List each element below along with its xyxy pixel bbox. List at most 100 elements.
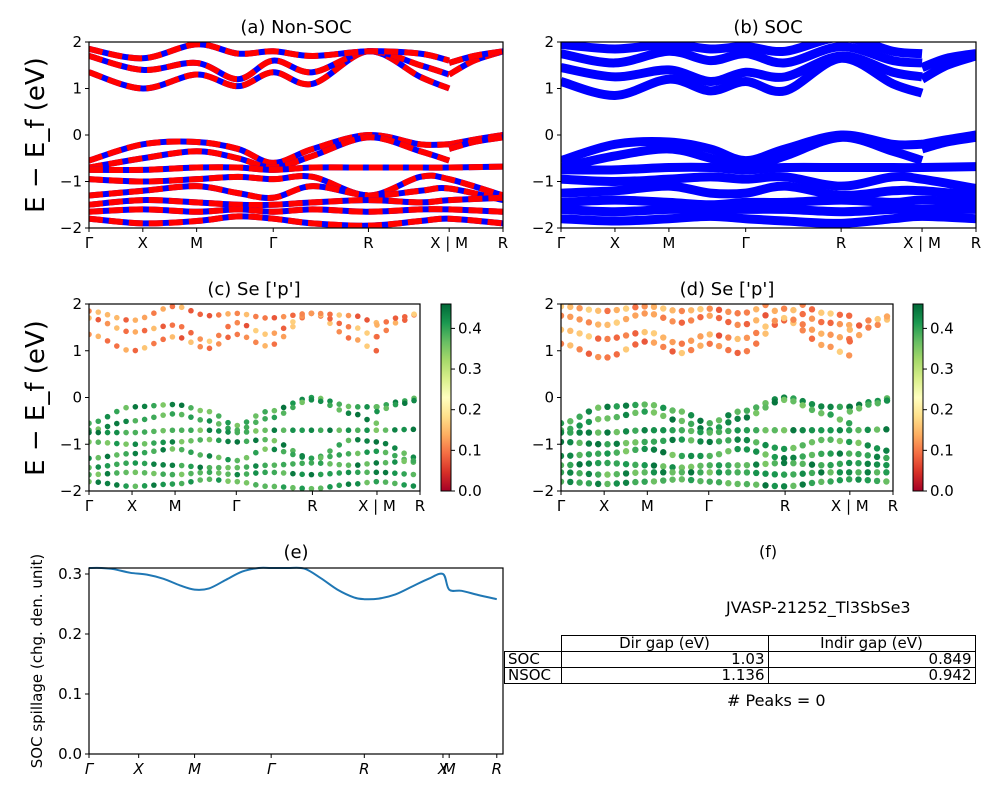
projection-point [95,471,102,478]
projection-point [178,411,185,418]
projection-point [594,404,602,411]
projection-point [576,479,583,486]
panel-d-xtick-label: M [641,497,654,515]
projection-point [576,330,583,337]
panel-b-xtick-label: X | M [903,234,941,252]
projection-point [715,462,723,469]
panel-b-xtick-label: X [610,234,620,252]
projection-point [345,410,352,417]
gap-table-header-indir: Indir gap (eV) [767,635,976,652]
projection-point [160,427,166,434]
projection-point [632,401,639,409]
projection-point [762,312,769,319]
projection-point [262,315,268,321]
projection-point [864,426,871,434]
projection-point [687,427,695,435]
projection-point [178,323,185,330]
projection-point [864,469,871,476]
projection-point [234,478,241,485]
panel-e-frame [88,567,504,755]
projection-point [308,471,315,478]
projection-point [678,452,686,460]
panel-d-colorbar-gradient [912,303,924,492]
projection-point [141,314,148,321]
projection-point [845,438,853,446]
projection-point [373,460,380,466]
projection-point [160,402,166,408]
projection-point [410,426,417,433]
panel-e-xtick-label: R [492,760,502,778]
projection-point [613,460,620,467]
projection-point [762,441,769,449]
projection-point [141,460,148,467]
projection-point [650,427,658,434]
projection-point [706,305,713,312]
projection-point [327,315,333,322]
projection-point [243,424,250,431]
projection-point [114,420,120,427]
projection-point [89,455,92,462]
projection-point [781,296,787,302]
projection-point [114,429,120,436]
projection-point [151,482,157,488]
projection-point [864,476,871,484]
projection-point [669,407,676,414]
projection-point [771,471,779,478]
projection-point [873,461,881,468]
projection-point [141,469,148,476]
projection-point [790,427,797,434]
projection-point [669,451,676,459]
projection-point [95,464,102,470]
projection-point [799,321,806,328]
projection-point [697,469,704,476]
projection-point [271,446,278,453]
projection-point [687,420,695,428]
projection-point [846,326,854,333]
projection-point [151,440,157,446]
projection-point [392,401,399,408]
projection-point [827,411,834,418]
projection-point [827,450,834,457]
projection-point [604,335,611,343]
projection-point [576,316,583,323]
projection-point [253,419,259,426]
panel-c-xtick-label: R [415,497,425,515]
projection-point [123,429,129,436]
projection-point [374,408,380,415]
projection-point [762,404,769,411]
projection-point [725,318,732,326]
projection-point [650,462,658,469]
projection-point [827,478,834,485]
projection-point [160,336,166,343]
projection-point [253,313,259,320]
projection-point [743,480,751,488]
projection-point [104,462,111,469]
projection-point [392,459,398,465]
projection-point [855,450,862,458]
projection-point [243,464,250,470]
projection-point [780,455,788,462]
projection-point [280,461,287,468]
projection-point [641,445,648,453]
projection-point [364,438,370,444]
projection-point [188,414,194,420]
projection-point [253,327,259,334]
projection-point [561,420,565,427]
projection-point [262,427,268,434]
projection-point [845,469,853,476]
panel-c-xtick-label: X [127,497,137,515]
projection-point [585,460,593,467]
projection-point [613,413,620,421]
projection-point [132,460,139,466]
projection-point [262,469,268,476]
projection-point [827,310,834,317]
projection-point [762,482,769,489]
projection-point [576,461,583,468]
gap-row-label: SOC [504,651,562,668]
projection-point [836,311,844,318]
projection-point [622,305,630,312]
projection-point [262,483,268,490]
projection-point [585,470,593,478]
projection-point [594,321,602,328]
projection-point [169,427,176,434]
